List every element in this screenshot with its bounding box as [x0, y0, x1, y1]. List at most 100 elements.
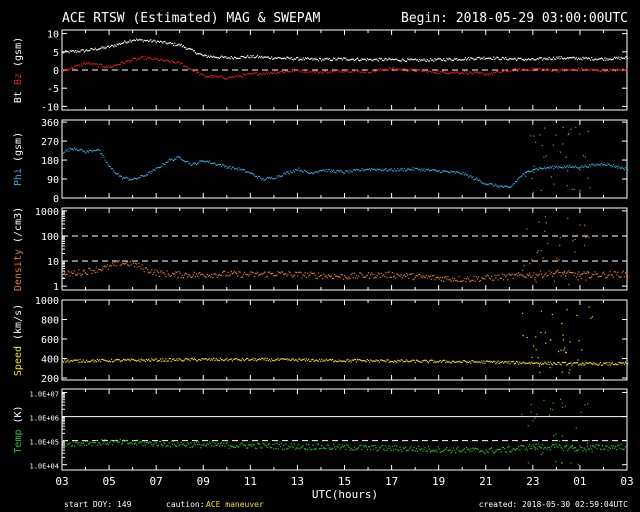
magnetic-point: [355, 69, 358, 71]
magnetic-point: [579, 69, 581, 71]
magnetic-point: [296, 57, 298, 59]
magnetic-point: [100, 47, 102, 49]
temp-scatter-point: [571, 444, 573, 446]
magnetic-point: [183, 65, 186, 67]
magnetic-point: [175, 63, 177, 65]
magnetic-point: [462, 73, 464, 75]
temp-point: [338, 443, 340, 446]
magnetic-point: [201, 54, 203, 56]
speed-point: [434, 360, 436, 362]
temp-point: [257, 443, 260, 445]
speed-point: [420, 361, 422, 363]
phi-point: [425, 168, 427, 171]
magnetic-point: [578, 67, 580, 70]
magnetic-point: [367, 71, 370, 73]
phi-point: [354, 169, 357, 171]
speed-point: [131, 359, 133, 361]
magnetic-point: [513, 68, 515, 70]
phi-point: [137, 177, 139, 180]
magnetic-point: [374, 71, 376, 73]
magnetic-point: [583, 69, 585, 72]
temp-point: [542, 444, 544, 446]
speed-point: [445, 362, 447, 364]
magnetic-point: [615, 70, 617, 72]
speed-point: [142, 359, 144, 361]
phi-point: [285, 173, 287, 175]
temp-point: [496, 449, 498, 451]
temp-point: [276, 442, 278, 445]
temp-point: [296, 447, 298, 449]
density-point: [232, 272, 235, 274]
temp-point: [92, 442, 94, 444]
density-scatter-point: [559, 237, 561, 239]
phi-point: [581, 165, 583, 167]
phi-point: [265, 178, 267, 180]
phi-point: [99, 149, 101, 152]
density-point: [441, 277, 444, 279]
speed-point: [365, 361, 367, 363]
magnetic-point: [237, 76, 239, 78]
phi-point: [492, 183, 494, 185]
magnetic-point: [376, 59, 378, 61]
speed-point: [536, 362, 538, 364]
density-point: [188, 273, 190, 276]
magnetic-point: [527, 69, 530, 71]
speed-point: [579, 364, 581, 366]
temp-scatter-point: [551, 409, 554, 411]
magnetic-point: [143, 58, 145, 60]
density-point: [470, 280, 472, 282]
magnetic-point: [363, 71, 365, 73]
phi-point: [266, 177, 268, 179]
magnetic-point: [151, 41, 153, 43]
magnetic-point: [228, 57, 230, 59]
phi-point: [152, 169, 154, 171]
speed-point: [595, 363, 597, 365]
magnetic-point: [183, 46, 186, 48]
magnetic-point: [299, 71, 301, 73]
temp-point: [312, 444, 314, 446]
speed-point: [402, 361, 404, 363]
phi-scatter-point: [539, 134, 541, 136]
speed-point: [397, 359, 399, 361]
temp-point: [604, 448, 606, 450]
magnetic-point: [534, 68, 536, 70]
speed-point: [514, 362, 517, 364]
magnetic-point: [550, 58, 552, 61]
speed-point: [302, 359, 304, 361]
temp-point: [366, 448, 369, 451]
phi-point: [128, 179, 130, 181]
magnetic-point: [180, 62, 182, 64]
magnetic-point: [472, 58, 474, 60]
speed-point: [603, 362, 605, 364]
magnetic-point: [406, 60, 408, 62]
temp-point: [62, 440, 64, 442]
magnetic-point: [139, 38, 141, 40]
magnetic-point: [564, 70, 567, 72]
speed-point: [164, 360, 166, 362]
temp-point: [444, 449, 446, 451]
temp-ylabel: Temp (K): [13, 405, 24, 453]
density-point: [337, 276, 339, 278]
speed-point: [414, 362, 416, 364]
phi-point: [294, 168, 297, 171]
phi-point: [352, 169, 354, 171]
speed-point: [154, 358, 156, 360]
phi-point: [97, 149, 100, 151]
speed-point: [240, 359, 242, 361]
density-point: [216, 276, 218, 278]
magnetic-point: [382, 69, 384, 71]
temp-point: [143, 441, 145, 443]
speed-point: [587, 362, 590, 364]
magnetic-point: [180, 43, 182, 46]
magnetic-point: [128, 41, 130, 43]
magnetic-point: [149, 40, 151, 42]
speed-point: [330, 359, 333, 361]
density-point: [444, 276, 446, 279]
magnetic-point: [101, 64, 103, 66]
speed-point: [171, 358, 174, 360]
speed-point: [227, 360, 229, 362]
temp-point: [180, 441, 182, 444]
temp-point: [583, 447, 585, 449]
magnetic-point: [279, 71, 281, 73]
magnetic-point: [423, 58, 425, 60]
